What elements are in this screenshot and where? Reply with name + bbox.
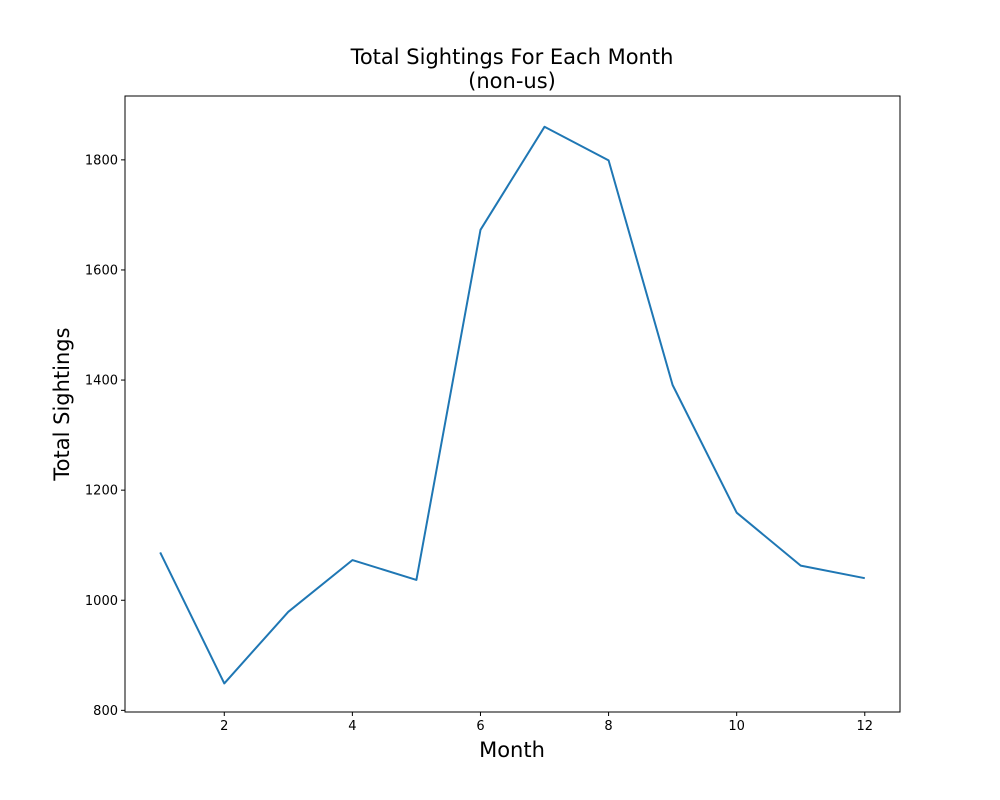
x-tick-label: 4 (348, 719, 356, 734)
x-tick-label: 8 (604, 719, 612, 734)
chart-title: Total Sightings For Each Month (350, 45, 674, 69)
y-axis-label: Total Sightings (50, 327, 74, 481)
y-tick-label: 1800 (85, 153, 118, 168)
y-tick-label: 1000 (85, 594, 118, 609)
x-tick-label: 10 (728, 719, 745, 734)
y-tick-label: 800 (93, 704, 118, 719)
y-axis: 800 1000 1200 1400 1600 1800 (85, 153, 125, 719)
plot-area-frame (124, 95, 901, 713)
x-tick-label: 12 (856, 719, 873, 734)
x-axis: 2 4 6 8 10 12 (220, 712, 873, 734)
series-line (159, 125, 865, 685)
x-axis-label: Month (479, 738, 545, 762)
chart-subtitle: (non-us) (468, 69, 556, 93)
y-tick-label: 1400 (85, 374, 118, 389)
y-tick-label: 1200 (85, 484, 118, 499)
y-tick-label: 1600 (85, 263, 118, 278)
x-tick-label: 6 (476, 719, 484, 734)
x-tick-label: 2 (220, 719, 228, 734)
